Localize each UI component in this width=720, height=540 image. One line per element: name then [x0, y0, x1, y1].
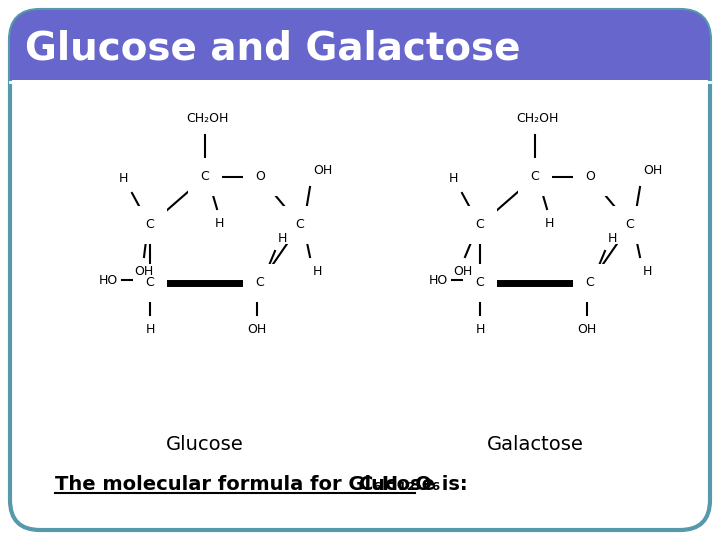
Text: C: C	[296, 219, 305, 232]
Text: OH: OH	[643, 164, 662, 177]
Text: H: H	[475, 323, 485, 336]
Text: H: H	[313, 265, 323, 278]
Text: C: C	[626, 219, 634, 232]
Text: C: C	[585, 276, 595, 289]
Text: H: H	[119, 172, 128, 185]
Text: C: C	[145, 219, 154, 232]
FancyBboxPatch shape	[10, 10, 710, 530]
Text: H: H	[278, 232, 287, 245]
Text: Glucose and Galactose: Glucose and Galactose	[25, 29, 521, 67]
Text: C: C	[476, 219, 485, 232]
Text: OH: OH	[577, 323, 597, 336]
Text: H: H	[215, 217, 224, 230]
Text: O: O	[585, 171, 595, 184]
Text: HO: HO	[99, 273, 118, 287]
Text: H: H	[449, 172, 458, 185]
Text: OH: OH	[313, 164, 332, 177]
Text: OH: OH	[248, 323, 266, 336]
Text: C: C	[531, 171, 539, 184]
Text: C₆H₁₂O₆: C₆H₁₂O₆	[359, 476, 441, 495]
Text: OH: OH	[135, 265, 153, 278]
Text: OH: OH	[454, 265, 472, 278]
Text: H: H	[643, 265, 652, 278]
Text: The molecular formula for Glucose is:: The molecular formula for Glucose is:	[55, 476, 474, 495]
Text: Galactose: Galactose	[487, 435, 583, 455]
Text: C: C	[201, 171, 210, 184]
Text: H: H	[544, 217, 554, 230]
FancyBboxPatch shape	[10, 10, 710, 80]
Text: C: C	[476, 276, 485, 289]
Text: HO: HO	[428, 273, 448, 287]
Text: H: H	[608, 232, 617, 245]
Text: CH₂OH: CH₂OH	[186, 112, 228, 125]
Text: Glucose: Glucose	[166, 435, 244, 455]
Text: CH₂OH: CH₂OH	[516, 112, 558, 125]
Bar	[10, 45, 710, 80]
Text: O: O	[255, 171, 265, 184]
Text: C: C	[145, 276, 154, 289]
Text: C: C	[256, 276, 264, 289]
Text: H: H	[145, 323, 155, 336]
